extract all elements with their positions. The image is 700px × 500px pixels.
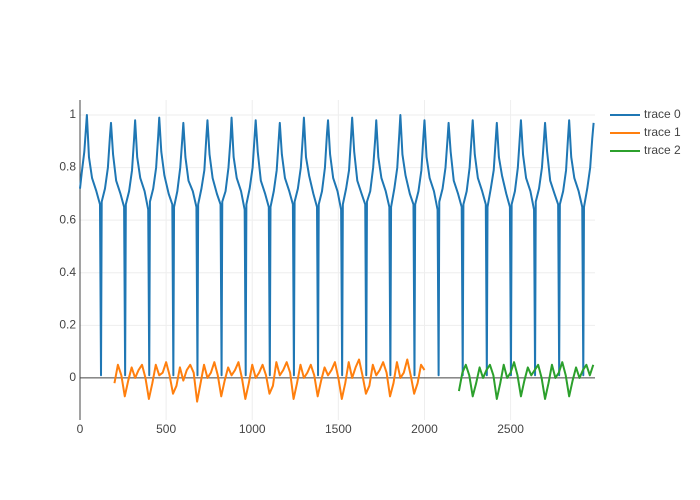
x-tick-label: 1000 bbox=[239, 422, 266, 436]
y-tick-label: 0.2 bbox=[59, 318, 76, 332]
x-tick-label: 0 bbox=[77, 422, 84, 436]
x-tick-label: 2500 bbox=[497, 422, 524, 436]
x-tick-label: 1500 bbox=[325, 422, 352, 436]
x-tick-label: 2000 bbox=[411, 422, 438, 436]
y-tick-label: 0.6 bbox=[59, 212, 76, 226]
line bbox=[113, 358, 426, 403]
y-tick-label: 0 bbox=[69, 370, 76, 384]
y-tick-label: 0.8 bbox=[59, 160, 76, 174]
y-tick-label: 1 bbox=[69, 107, 76, 121]
legend-label: trace 1 bbox=[644, 125, 681, 139]
line bbox=[457, 361, 595, 400]
legend-label: trace 2 bbox=[644, 143, 681, 157]
legend-label: trace 0 bbox=[644, 107, 681, 121]
x-tick-label: 500 bbox=[156, 422, 176, 436]
y-tick-label: 0.4 bbox=[59, 265, 76, 279]
line bbox=[79, 113, 595, 377]
